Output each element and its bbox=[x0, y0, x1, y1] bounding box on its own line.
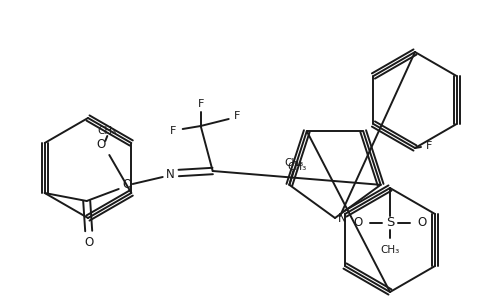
Text: O: O bbox=[353, 217, 363, 230]
Text: O: O bbox=[84, 236, 93, 249]
Text: F: F bbox=[426, 141, 432, 151]
Text: N: N bbox=[166, 169, 175, 182]
Text: S: S bbox=[386, 217, 394, 230]
Text: CH₃: CH₃ bbox=[98, 126, 117, 136]
Text: F: F bbox=[234, 111, 240, 121]
Text: O: O bbox=[417, 217, 427, 230]
Text: F: F bbox=[197, 99, 204, 109]
Text: F: F bbox=[170, 126, 176, 136]
Text: O: O bbox=[122, 178, 131, 191]
Text: CH₃: CH₃ bbox=[288, 162, 307, 172]
Text: O: O bbox=[96, 139, 106, 152]
Text: CH₃: CH₃ bbox=[285, 158, 304, 168]
Text: CH₃: CH₃ bbox=[380, 245, 400, 255]
Text: N: N bbox=[338, 211, 346, 224]
